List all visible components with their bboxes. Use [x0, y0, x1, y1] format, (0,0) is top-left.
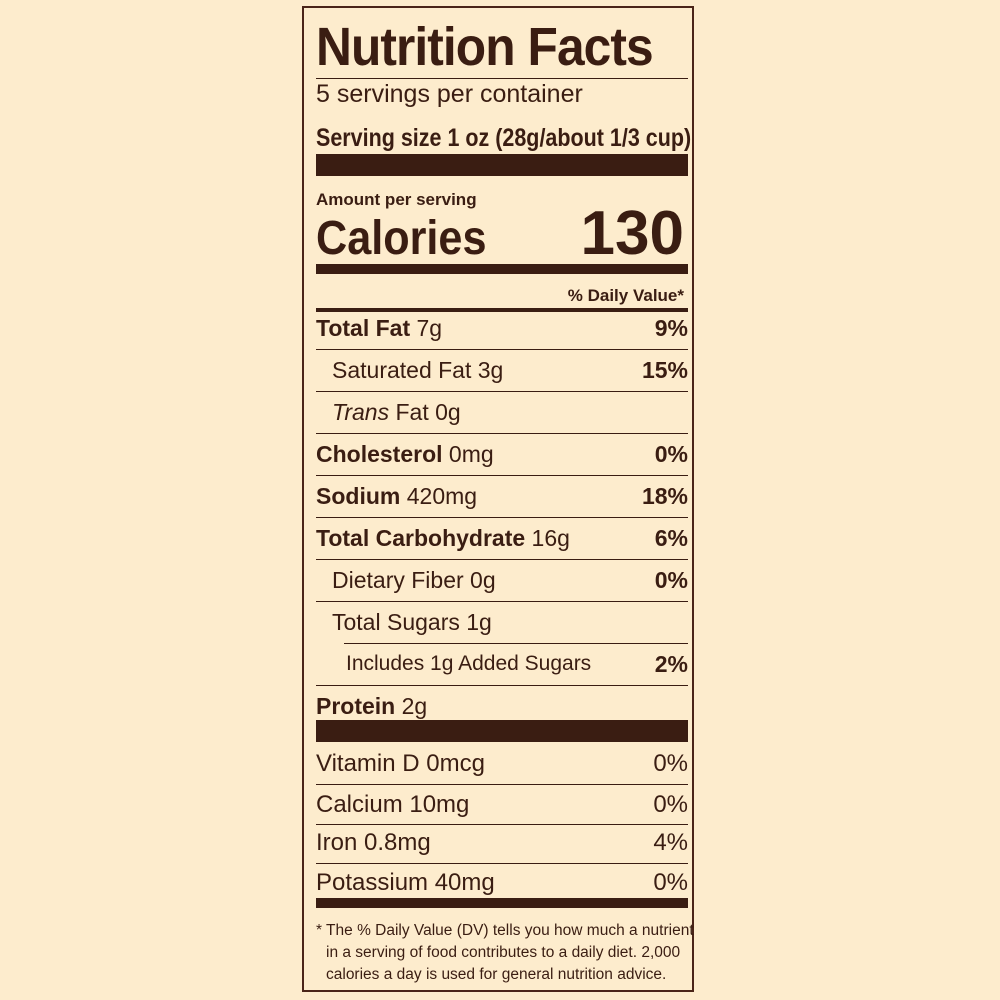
vitamin-row-vitamin-d: Vitamin D 0mcg 0%	[316, 744, 688, 784]
divider	[344, 643, 688, 644]
nutrient-row-trans-fat: Trans Fat 0g	[316, 392, 688, 432]
serving-size: Serving size 1 oz (28g/about 1/3 cup)	[316, 124, 692, 152]
vitamin-name: Iron 0.8mg	[316, 829, 431, 856]
nutrient-name-italic: Trans	[332, 399, 390, 425]
nutrient-dv: 9%	[654, 315, 688, 341]
amount-per-serving: Amount per serving	[316, 190, 477, 209]
daily-value-header: % Daily Value*	[567, 286, 684, 305]
nutrient-row-total-carbohydrate: Total Carbohydrate 16g 6%	[316, 518, 688, 558]
nutrient-name: Saturated Fat 3g	[332, 357, 504, 383]
nutrient-amount: 420mg	[406, 483, 478, 509]
vitamin-dv: 0%	[653, 750, 688, 777]
nutrient-row-cholesterol: Cholesterol 0mg 0%	[316, 434, 688, 474]
nutrient-name: Protein	[316, 693, 396, 719]
divider	[316, 784, 688, 785]
nutrient-name: Total Carbohydrate	[316, 525, 526, 551]
label-title: Nutrition Facts	[316, 17, 654, 77]
nutrient-dv: 0%	[654, 567, 688, 593]
nutrient-row-protein: Protein 2g	[316, 686, 688, 726]
nutrient-dv: 15%	[641, 357, 688, 383]
vitamin-name: Potassium 40mg	[316, 869, 495, 896]
vitamin-row-calcium: Calcium 10mg 0%	[316, 785, 688, 825]
nutrient-dv: 0%	[654, 441, 688, 467]
nutrient-row-dietary-fiber: Dietary Fiber 0g 0%	[316, 560, 688, 600]
footnote: * The % Daily Value (DV) tells you how m…	[316, 920, 694, 986]
nutrient-dv: 6%	[654, 525, 688, 551]
nutrient-name: Cholesterol	[316, 441, 443, 467]
nutrient-name: Fat 0g	[395, 399, 461, 425]
divider	[316, 391, 688, 392]
divider	[316, 78, 688, 79]
vitamin-name: Vitamin D 0mcg	[316, 750, 485, 777]
vitamin-row-potassium: Potassium 40mg 0%	[316, 863, 688, 903]
nutrient-row-total-sugars: Total Sugars 1g	[316, 602, 688, 642]
vitamin-name: Calcium 10mg	[316, 791, 470, 818]
nutrition-facts-label: Nutrition Facts 5 servings per container…	[302, 6, 694, 992]
nutrient-dv: 2%	[654, 651, 688, 677]
nutrient-row-sodium: Sodium 420mg 18%	[316, 476, 688, 516]
thick-divider	[316, 898, 688, 908]
nutrient-name: Total Fat	[316, 315, 411, 341]
divider	[316, 685, 688, 686]
divider	[316, 601, 688, 602]
nutrient-amount: 0mg	[448, 441, 494, 467]
nutrient-row-saturated-fat: Saturated Fat 3g 15%	[316, 350, 688, 390]
thick-divider	[316, 720, 688, 742]
medium-divider	[316, 308, 688, 312]
servings-per-container: 5 servings per container	[316, 80, 583, 108]
nutrient-amount: 2g	[401, 693, 428, 719]
divider	[316, 517, 688, 518]
nutrient-amount: 7g	[416, 315, 443, 341]
nutrient-name: Includes 1g Added Sugars	[346, 652, 592, 675]
divider	[316, 824, 688, 825]
vitamin-dv: 0%	[653, 869, 688, 896]
footnote-line: in a serving of food contributes to a da…	[326, 944, 681, 961]
nutrient-row-total-fat: Total Fat 7g 9%	[316, 308, 688, 348]
calories-value: 130	[580, 199, 684, 268]
divider	[316, 863, 688, 864]
divider	[316, 559, 688, 560]
nutrient-amount: 16g	[531, 525, 570, 551]
footnote-line: calories a day is used for general nutri…	[326, 966, 667, 983]
divider	[316, 349, 688, 350]
vitamin-row-iron: Iron 0.8mg 4%	[316, 823, 688, 863]
thick-divider	[316, 264, 688, 274]
vitamin-dv: 0%	[653, 791, 688, 818]
thick-divider	[316, 154, 688, 176]
vitamin-dv: 4%	[653, 829, 688, 856]
nutrient-name: Dietary Fiber 0g	[332, 567, 496, 593]
nutrient-name: Sodium	[316, 483, 401, 509]
footnote-line: * The % Daily Value (DV) tells you how m…	[316, 922, 694, 939]
calories-label: Calories	[316, 212, 487, 265]
nutrient-row-added-sugars: Includes 1g Added Sugars 2%	[316, 644, 688, 684]
divider	[316, 475, 688, 476]
nutrient-dv: 18%	[641, 483, 688, 509]
nutrient-name: Total Sugars 1g	[332, 609, 492, 635]
divider	[316, 433, 688, 434]
